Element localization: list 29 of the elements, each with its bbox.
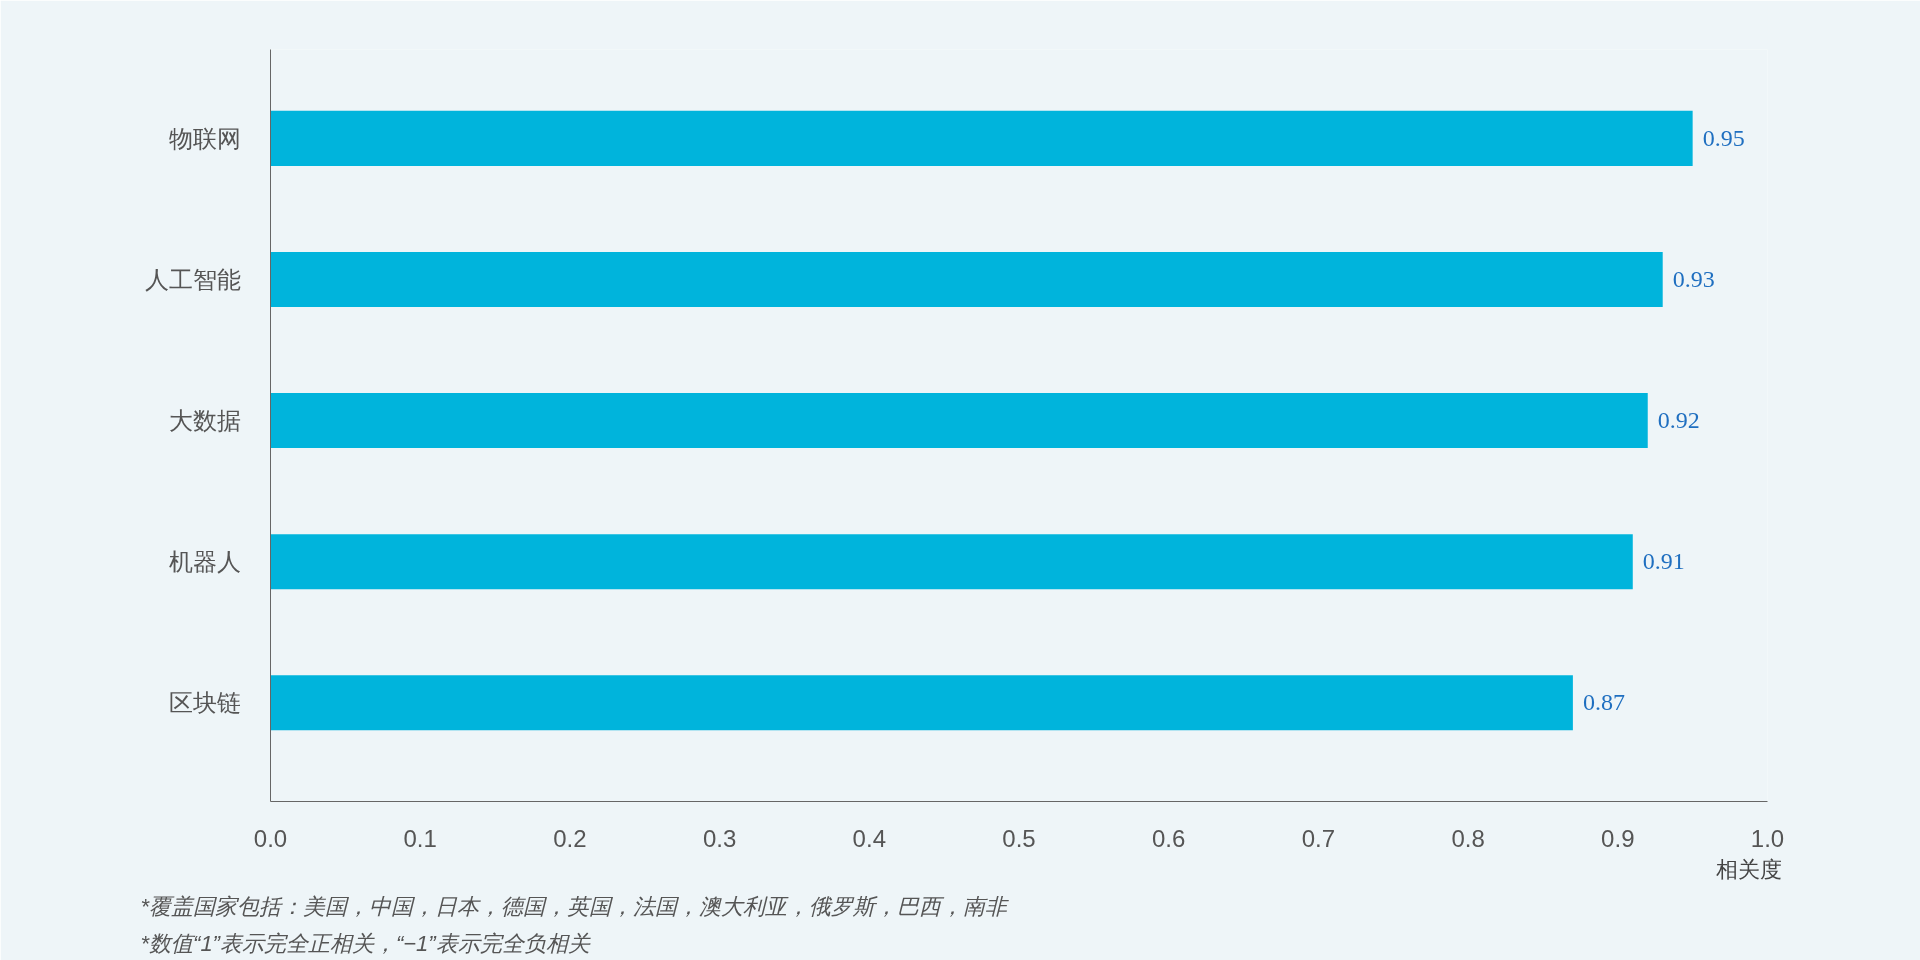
bar [270,110,1693,166]
text: *数值“1”表示完全正相关，“−1”表示完全负相关 [140,930,591,956]
x-axis-title: 相关度 [1715,856,1782,882]
x-tick-label: 0.6 [1152,824,1186,852]
text: *覆盖国家包括：美国，中国，日本，德国，英国，法国，澳大利亚，俄罗斯，巴西，南非 [140,893,1010,919]
data-label: 0.95 [1702,124,1745,151]
y-tick-label: 物联网 [168,124,241,152]
y-tick-label: 机器人 [168,548,241,576]
x-tick-label: 0.0 [253,824,288,852]
data-label: 0.87 [1582,689,1625,716]
y-tick-label: 区块链 [168,689,241,717]
bar [270,251,1663,307]
y-tick-label: 大数据 [168,407,241,435]
bar [270,675,1573,731]
x-tick-label: 0.2 [553,824,587,852]
data-label: 0.92 [1657,407,1700,434]
bar [270,393,1648,449]
x-tick-label: 0.3 [702,824,737,852]
bar [270,534,1633,590]
data-label: 0.91 [1642,548,1685,575]
data-label: 0.93 [1672,265,1715,292]
x-tick-label: 1.0 [1750,824,1785,852]
x-tick-label: 0.1 [403,824,437,852]
x-tick-label: 0.8 [1451,824,1485,852]
y-tick-label: 人工智能 [144,265,241,293]
x-tick-label: 0.4 [852,824,886,852]
x-tick-label: 0.7 [1301,824,1336,852]
x-tick-label: 0.9 [1601,824,1635,852]
x-tick-label: 0.5 [1002,824,1036,852]
